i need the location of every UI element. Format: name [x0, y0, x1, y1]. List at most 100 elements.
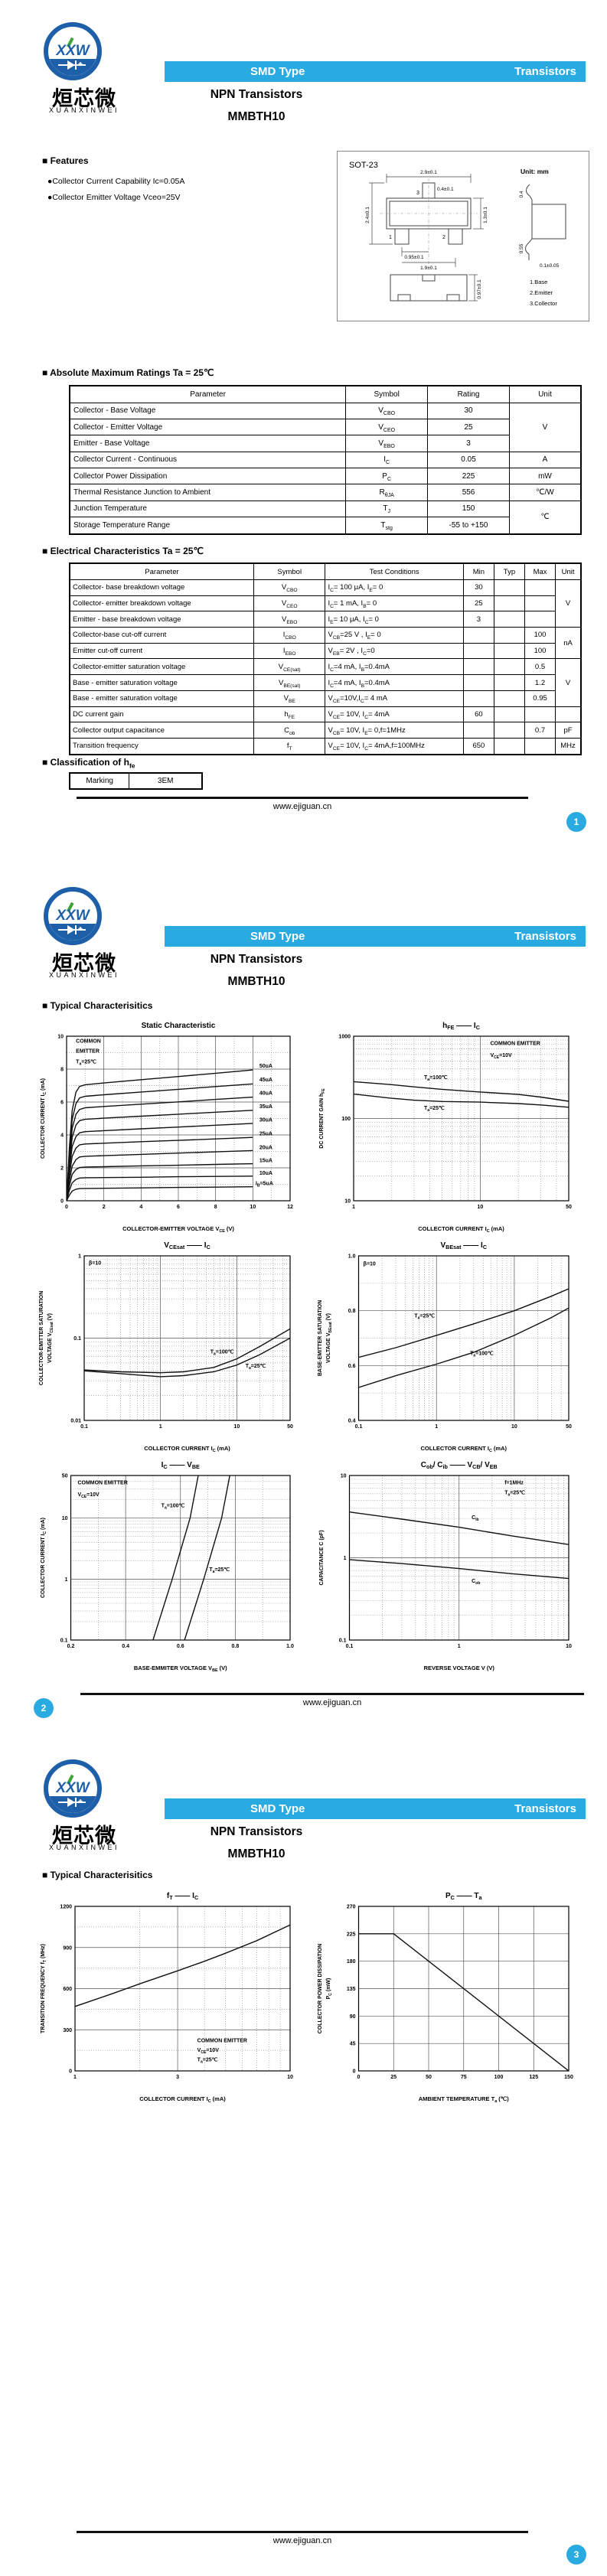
pin1-label: 1.Base — [530, 279, 547, 285]
part-number: MMBTH10 — [227, 1847, 286, 1860]
pin3-label: 3.Collector — [530, 300, 557, 307]
typical-char-title: ■ Typical Characterisitics — [42, 1000, 153, 1011]
page-number-badge: 1 — [566, 812, 586, 832]
table-cell: Collector - Emitter Voltage — [69, 419, 347, 436]
table-header: Unit — [555, 562, 582, 581]
table-cell: 0.05 — [427, 451, 510, 469]
table-cell: VEB= 2V , IC=0 — [325, 642, 464, 660]
table-cell — [524, 595, 556, 612]
table-cell: Collector - Base Voltage — [69, 402, 347, 420]
package-unit: Unit: mm — [521, 168, 549, 175]
svg-text:0: 0 — [69, 2069, 72, 2075]
table-cell: 0.7 — [524, 722, 556, 739]
svg-text:COLLECTOR POWER DISSIPATION: COLLECTOR POWER DISSIPATION — [318, 1944, 323, 2033]
svg-text:8: 8 — [214, 1205, 217, 1210]
svg-text:β=10: β=10 — [364, 1262, 376, 1267]
table-row: Junction Temperature TJ 150 ℃ — [69, 500, 582, 535]
svg-text:10: 10 — [233, 1424, 240, 1430]
svg-text:25: 25 — [390, 2075, 397, 2080]
svg-text:VBEsat —— IC: VBEsat —— IC — [440, 1241, 487, 1251]
table-cell: 30 — [462, 579, 494, 596]
svg-text:2: 2 — [103, 1205, 106, 1210]
page-3: XXW 烜芯微 XUANXINWEI SMD Type Transistors … — [0, 1756, 607, 2576]
svg-text:2: 2 — [60, 1166, 64, 1172]
table-cell: 650 — [462, 737, 494, 755]
svg-text:135: 135 — [347, 1987, 356, 1992]
feature-item: ●Collector Emitter Voltage Vceo=25V — [47, 193, 181, 202]
table-cell: VCB=25 V , IE= 0 — [325, 627, 464, 644]
svg-text:fT —— IC: fT —— IC — [167, 1892, 198, 1901]
svg-text:1: 1 — [458, 1644, 461, 1649]
svg-text:10: 10 — [62, 1516, 68, 1521]
table-row: Collector - Emitter Voltage VCEO 25 — [69, 419, 581, 436]
chart-svg: 0 25 50 75 100 125 150 0 45 90 135 180 225 270 PC —— T… — [318, 1892, 573, 2104]
svg-text:600: 600 — [63, 1987, 72, 1992]
table-cell: Emitter - Base Voltage — [69, 435, 347, 452]
abs-max-table: Parameter Symbol Rating Unit Collector - Bas… — [69, 385, 582, 535]
table-cell: V — [555, 658, 582, 707]
table-cell: VEBO — [345, 435, 429, 452]
svg-text:COLLECTOR-EMITTER SATURATION: COLLECTOR-EMITTER SATURATION — [39, 1291, 44, 1385]
banner-right-label: Transistors — [514, 65, 576, 78]
svg-text:0.1: 0.1 — [73, 1336, 81, 1342]
svg-text:10: 10 — [57, 1035, 64, 1040]
svg-text:15uA: 15uA — [259, 1158, 272, 1163]
elec-char-table: Parameter Symbol Test Conditions Min Typ Max U… — [69, 562, 582, 755]
table-cell: VCE=10V,IC= 4 mA — [325, 690, 464, 707]
svg-text:VOLTAGE VBEsat (V): VOLTAGE VBEsat (V) — [326, 1313, 333, 1363]
chart-ft-vs-ic: 1 3 10 0 300 600 900 1200 COMMON EMITTER VCE=10V T… — [37, 1888, 301, 2105]
svg-text:BASE-EMITTER SATURATION: BASE-EMITTER SATURATION — [318, 1300, 323, 1376]
svg-text:10: 10 — [344, 1199, 351, 1205]
table-cell: Collector- emitter breakdown voltage — [69, 595, 254, 612]
table-cell: Emitter - base breakdown voltage — [69, 611, 254, 628]
svg-text:100: 100 — [494, 2075, 504, 2080]
svg-text:PC (mW): PC (mW) — [326, 1978, 333, 2000]
page-1: XXW 烜芯微 XUANXINWEI SMD Type Transistors … — [0, 19, 607, 865]
table-row: Collector - Base Voltage VCBO 30 V — [69, 402, 582, 452]
svg-text:25uA: 25uA — [259, 1132, 272, 1137]
svg-text:β=10: β=10 — [89, 1261, 101, 1267]
table-cell: ICBO — [253, 627, 326, 644]
chart-svg: 0.1 1 10 50 0.4 0.6 0.8 1.0 β=10 Ta=25℃ Ta=100℃ VBE… — [318, 1241, 572, 1453]
svg-text:f=1MHz: f=1MHz — [504, 1481, 524, 1486]
features-title: ■ Features — [42, 155, 89, 166]
table-cell: IC=4 mA, IB=0.4mA — [325, 658, 464, 676]
table-row: Marking 3EM — [69, 772, 203, 790]
table-cell: TJ — [345, 500, 429, 518]
table-cell — [493, 595, 526, 612]
table-cell — [493, 627, 526, 644]
logo-text: XXW — [55, 43, 90, 59]
table-cell — [493, 611, 526, 628]
table-row: Collector- emitter breakdown voltage VCEO… — [69, 595, 581, 612]
table-cell: V — [508, 402, 582, 452]
svg-text:225: 225 — [347, 1932, 356, 1937]
brand-name-en: XUANXINWEI — [48, 971, 119, 979]
svg-text:125: 125 — [529, 2075, 538, 2080]
svg-text:Ta=100℃: Ta=100℃ — [470, 1351, 494, 1358]
svg-text:8: 8 — [60, 1068, 64, 1073]
table-cell — [524, 611, 556, 628]
svg-text:EMITTER: EMITTER — [76, 1049, 100, 1055]
table-cell — [555, 706, 582, 723]
dim-pin-width: 0.4±0.1 — [437, 187, 454, 192]
footer-divider — [80, 1693, 584, 1695]
svg-text:Ta=25℃: Ta=25℃ — [504, 1490, 525, 1498]
brand-name-cn: 烜芯微 — [52, 87, 116, 110]
svg-text:10: 10 — [341, 1474, 347, 1479]
table-cell: VCBO — [253, 579, 326, 596]
table-cell: Collector-base cut-off current — [69, 627, 254, 644]
table-row: Collector output capacitance Cob VCB= 10V,… — [69, 722, 582, 739]
table-header: Parameter — [69, 385, 347, 403]
table-cell — [493, 706, 526, 723]
svg-text:0.1: 0.1 — [355, 1424, 363, 1430]
svg-text:COLLECTOR CURRENT IC (mA): COLLECTOR CURRENT IC (mA) — [418, 1225, 504, 1234]
svg-text:VCE=10V: VCE=10V — [77, 1492, 100, 1499]
svg-text:12: 12 — [287, 1205, 293, 1210]
footer-divider — [77, 2531, 528, 2533]
footer-site: www.ejiguan.cn — [272, 2536, 332, 2545]
svg-text:10: 10 — [566, 1644, 572, 1649]
data-table: Parameter Symbol Rating Unit Collector - Bas… — [69, 385, 582, 535]
table-cell: IC=4 mA, IB=0.4mA — [325, 674, 464, 691]
